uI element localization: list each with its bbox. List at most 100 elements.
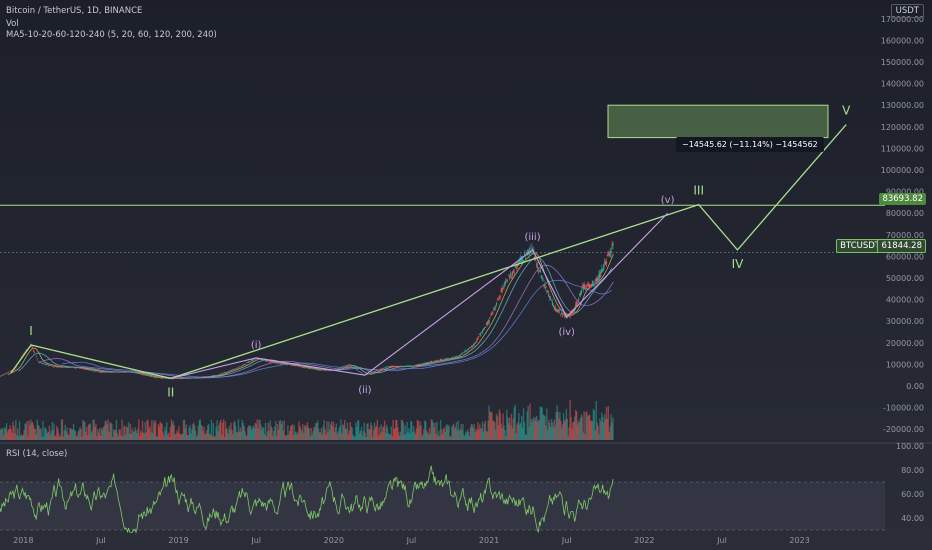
volume-bar bbox=[433, 427, 435, 440]
candle-body bbox=[399, 366, 401, 368]
candle-body bbox=[338, 368, 340, 369]
volume-bar bbox=[307, 426, 310, 440]
volume-bar bbox=[579, 418, 582, 440]
volume-bar bbox=[251, 427, 254, 440]
volume-bar bbox=[3, 434, 5, 440]
candle-body bbox=[353, 367, 355, 369]
volume-bar bbox=[568, 427, 570, 440]
candle-body bbox=[418, 364, 420, 366]
candle-body bbox=[612, 243, 614, 246]
candle-body bbox=[606, 255, 608, 256]
candle-body bbox=[504, 281, 506, 286]
y-tick-label: 50000.00 bbox=[886, 274, 924, 283]
candle-body bbox=[288, 363, 290, 365]
sub-wave-line bbox=[170, 212, 668, 379]
volume-bar bbox=[488, 405, 490, 440]
volume-bar bbox=[504, 430, 506, 440]
candle-body bbox=[407, 365, 409, 367]
candle-body bbox=[383, 368, 385, 369]
candle-body bbox=[461, 353, 463, 355]
x-tick-label: Jul bbox=[716, 536, 727, 545]
volume-bar bbox=[105, 420, 107, 440]
candle-body bbox=[601, 268, 603, 273]
volume-bar bbox=[530, 418, 532, 440]
volume-bar bbox=[203, 426, 205, 440]
candle-body bbox=[127, 371, 129, 373]
candle-body bbox=[271, 362, 273, 363]
candle-body bbox=[77, 367, 79, 368]
candle-body bbox=[556, 309, 558, 312]
volume-bar bbox=[33, 429, 36, 440]
candle-body bbox=[16, 366, 18, 368]
candle-body bbox=[516, 261, 518, 270]
currency-badge[interactable]: USDT bbox=[890, 4, 924, 18]
volume-bar bbox=[563, 421, 566, 440]
candle-body bbox=[549, 297, 552, 300]
y-tick-label: 20000.00 bbox=[886, 339, 924, 348]
candle-body bbox=[187, 378, 189, 379]
candle-body bbox=[497, 299, 499, 300]
candle-body bbox=[71, 367, 73, 368]
volume-bar bbox=[441, 434, 444, 440]
candle-body bbox=[414, 365, 417, 366]
volume-bar bbox=[119, 429, 121, 440]
volume-bar bbox=[60, 419, 63, 440]
candle-body bbox=[213, 375, 215, 377]
candle-body bbox=[267, 360, 269, 362]
candle-body bbox=[356, 369, 358, 371]
candle-body bbox=[51, 365, 53, 367]
volume-bar bbox=[380, 424, 382, 440]
candle-body bbox=[244, 364, 246, 365]
volume-bar bbox=[288, 434, 290, 440]
volume-bar bbox=[477, 422, 479, 440]
candle-body bbox=[411, 365, 413, 367]
candle-body bbox=[458, 355, 460, 357]
volume-bar bbox=[171, 423, 174, 440]
volume-bar bbox=[85, 431, 87, 440]
candle-body bbox=[211, 375, 213, 376]
candle-body bbox=[557, 310, 559, 313]
volume-bar bbox=[427, 434, 430, 440]
volume-bar bbox=[489, 411, 491, 440]
candle-body bbox=[148, 375, 150, 377]
candle-body bbox=[131, 372, 133, 373]
candle-body bbox=[199, 377, 201, 378]
volume-bar bbox=[403, 434, 406, 440]
volume-bar bbox=[557, 411, 559, 440]
y-tick-label: 30000.00 bbox=[886, 317, 924, 326]
candle-body bbox=[412, 366, 414, 367]
volume-bar bbox=[606, 418, 609, 440]
candle-body bbox=[15, 367, 17, 369]
candle-body bbox=[182, 377, 185, 379]
candle-body bbox=[304, 367, 307, 369]
candle-body bbox=[91, 370, 93, 371]
candle-body bbox=[166, 378, 168, 379]
candle-body bbox=[389, 366, 391, 367]
volume-bar bbox=[232, 434, 234, 440]
candle-body bbox=[201, 376, 203, 378]
volume-bar bbox=[297, 433, 299, 440]
candle-body bbox=[59, 366, 62, 368]
primary-wave-label: IV bbox=[732, 257, 745, 271]
volume-bar bbox=[517, 422, 519, 440]
volume-bar bbox=[215, 426, 217, 440]
candle-body bbox=[594, 279, 596, 282]
volume-bar bbox=[181, 433, 184, 440]
volume-bar bbox=[155, 436, 158, 440]
candle-body bbox=[161, 378, 163, 379]
candle-body bbox=[185, 377, 187, 379]
volume-bar bbox=[194, 425, 196, 440]
candle-body bbox=[340, 367, 342, 368]
candle-body bbox=[313, 368, 315, 370]
candle-body bbox=[410, 365, 412, 367]
volume-bar bbox=[210, 419, 213, 440]
volume-bar bbox=[149, 426, 151, 440]
candle-body bbox=[346, 365, 349, 366]
candle-body bbox=[538, 270, 540, 272]
volume-bar bbox=[317, 428, 320, 440]
candle-body bbox=[460, 354, 462, 355]
candle-body bbox=[584, 285, 586, 290]
candle-body bbox=[108, 371, 110, 373]
